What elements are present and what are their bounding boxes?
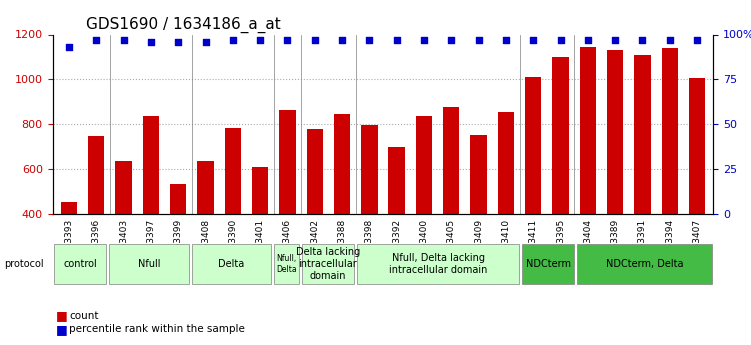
Text: percentile rank within the sample: percentile rank within the sample bbox=[69, 325, 245, 334]
Bar bbox=[198, 161, 214, 304]
FancyBboxPatch shape bbox=[302, 244, 354, 284]
Text: NDCterm, Delta: NDCterm, Delta bbox=[606, 259, 683, 269]
Point bbox=[309, 37, 321, 43]
FancyBboxPatch shape bbox=[109, 244, 189, 284]
Point bbox=[145, 39, 157, 45]
Point bbox=[336, 37, 348, 43]
FancyBboxPatch shape bbox=[192, 244, 271, 284]
Bar bbox=[416, 116, 432, 304]
Point bbox=[118, 37, 130, 43]
FancyBboxPatch shape bbox=[54, 244, 107, 284]
Bar bbox=[361, 125, 378, 304]
Bar bbox=[170, 184, 186, 304]
Point bbox=[582, 37, 594, 43]
Bar bbox=[443, 107, 460, 304]
Point bbox=[609, 37, 621, 43]
Bar bbox=[61, 201, 77, 304]
Bar bbox=[306, 129, 323, 304]
Bar bbox=[607, 50, 623, 304]
Point bbox=[500, 37, 512, 43]
Bar bbox=[388, 147, 405, 304]
Point bbox=[418, 37, 430, 43]
FancyBboxPatch shape bbox=[274, 244, 299, 284]
Point bbox=[200, 39, 212, 45]
Bar bbox=[689, 78, 705, 304]
Point bbox=[90, 37, 102, 43]
Point bbox=[472, 37, 484, 43]
Bar bbox=[498, 112, 514, 304]
Bar bbox=[252, 167, 268, 304]
Point bbox=[554, 37, 566, 43]
Bar bbox=[635, 55, 650, 304]
Text: control: control bbox=[63, 259, 97, 269]
Text: Nfull: Nfull bbox=[137, 259, 160, 269]
Point bbox=[254, 37, 266, 43]
Text: Nfull, Delta lacking
intracellular domain: Nfull, Delta lacking intracellular domai… bbox=[389, 253, 487, 275]
Point bbox=[282, 37, 294, 43]
Text: NDCterm: NDCterm bbox=[526, 259, 571, 269]
Bar bbox=[470, 135, 487, 304]
Text: Delta: Delta bbox=[219, 259, 245, 269]
Point bbox=[63, 44, 75, 50]
Text: GDS1690 / 1634186_a_at: GDS1690 / 1634186_a_at bbox=[86, 17, 280, 33]
Text: protocol: protocol bbox=[4, 259, 44, 269]
Text: ■: ■ bbox=[56, 323, 68, 336]
Text: count: count bbox=[69, 311, 98, 321]
Point bbox=[691, 37, 703, 43]
Point bbox=[664, 37, 676, 43]
Point bbox=[227, 37, 239, 43]
Bar bbox=[143, 116, 159, 304]
Bar bbox=[552, 57, 569, 304]
Bar bbox=[225, 128, 241, 304]
Text: Nfull,
Delta: Nfull, Delta bbox=[276, 254, 297, 274]
Bar bbox=[662, 48, 678, 304]
Point bbox=[391, 37, 403, 43]
Point bbox=[636, 37, 648, 43]
Text: ■: ■ bbox=[56, 309, 68, 322]
Bar bbox=[279, 110, 296, 304]
Bar bbox=[334, 114, 350, 304]
Bar bbox=[525, 77, 541, 304]
Point bbox=[445, 37, 457, 43]
Point bbox=[363, 37, 376, 43]
Bar bbox=[116, 161, 131, 304]
FancyBboxPatch shape bbox=[578, 244, 712, 284]
Bar bbox=[580, 47, 596, 304]
Bar bbox=[88, 136, 104, 304]
FancyBboxPatch shape bbox=[522, 244, 575, 284]
Text: Delta lacking
intracellular
domain: Delta lacking intracellular domain bbox=[296, 247, 360, 280]
Point bbox=[527, 37, 539, 43]
FancyBboxPatch shape bbox=[357, 244, 520, 284]
Point bbox=[172, 39, 184, 45]
